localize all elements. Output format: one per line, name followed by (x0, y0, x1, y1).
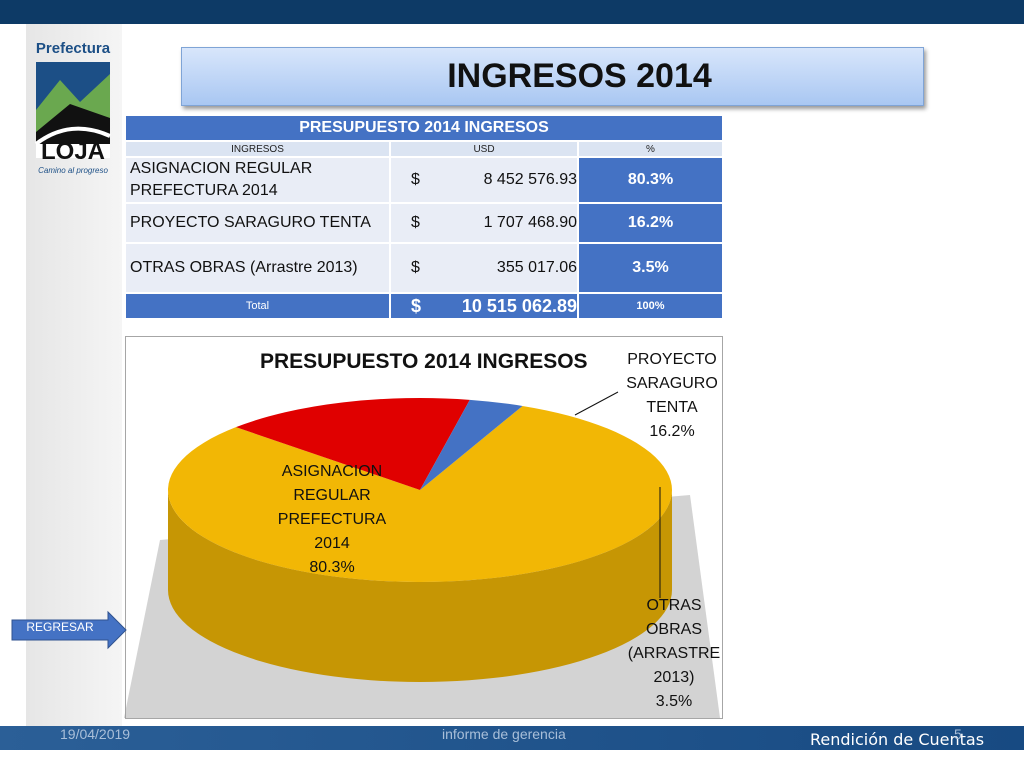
table-header-row: INGRESOS USD % (124, 140, 724, 158)
logo-mountain-icon (34, 62, 111, 158)
row-percent: 80.3% (577, 156, 724, 204)
slice-label-line: PROYECTO (627, 351, 717, 368)
row-percent: 16.2% (577, 202, 724, 244)
row-usd: $355 017.06 (389, 242, 579, 294)
footer-date: 19/04/2019 (60, 726, 131, 742)
slice-label-line: PREFECTURA (277, 511, 387, 528)
slice-label-line: REGULAR (293, 487, 371, 504)
footer-bar: 19/04/2019 informe de gerencia Rendición… (0, 726, 1024, 768)
currency-symbol: $ (411, 295, 422, 316)
slice-label-otras-obras: OTRAS OBRAS (ARRASTRE 2013) 3.5% (614, 594, 734, 714)
currency-symbol: $ (411, 171, 420, 188)
logo-word: Prefectura (35, 40, 111, 57)
logo-name: LOJA (40, 138, 105, 165)
row-label: OTRAS OBRAS (Arrastre 2013) (124, 242, 391, 294)
currency-symbol: $ (411, 214, 420, 231)
total-amount: 10 515 062.89 (461, 295, 577, 316)
prefectura-logo: Prefectura LOJA Camino al progreso (30, 40, 116, 180)
currency-symbol: $ (411, 259, 420, 276)
top-bar (0, 0, 1024, 24)
column-header: % (577, 140, 724, 158)
column-header: USD (389, 140, 579, 158)
row-label: ASIGNACION REGULAR PREFECTURA 2014 (124, 156, 391, 204)
table-title-row: PRESUPUESTO 2014 INGRESOS (124, 114, 724, 142)
slice-label-line: 16.2% (649, 423, 695, 440)
row-label: PROYECTO SARAGURO TENTA (124, 202, 391, 244)
table-title: PRESUPUESTO 2014 INGRESOS (124, 114, 724, 142)
arrow-right-icon (11, 610, 127, 650)
slice-label-line: OBRAS (645, 621, 702, 638)
slice-label-line: 2014 (314, 535, 350, 552)
slice-label-line: OTRAS (646, 597, 702, 614)
row-amount: 355 017.06 (496, 259, 577, 276)
table-row: PROYECTO SARAGURO TENTA $1 707 468.90 16… (124, 202, 724, 244)
slice-label-line: SARAGURO (626, 375, 718, 392)
total-usd: $10 515 062.89 (389, 292, 579, 320)
total-label: Total (124, 292, 391, 320)
slice-label-line: 2013) (653, 669, 695, 686)
logo-tagline: Camino al progreso (38, 166, 108, 175)
chart-title: PRESUPUESTO 2014 INGRESOS (260, 350, 588, 373)
page-title: INGRESOS 2014 (447, 57, 712, 95)
slice-label-line: TENTA (646, 399, 698, 416)
table-row: ASIGNACION REGULAR PREFECTURA 2014 $8 45… (124, 156, 724, 204)
slice-label-line: 80.3% (309, 559, 355, 576)
row-amount: 8 452 576.93 (483, 171, 577, 188)
footer-center: informe de gerencia (442, 726, 566, 742)
regresar-button[interactable]: REGRESAR (10, 610, 128, 650)
table-row: OTRAS OBRAS (Arrastre 2013) $355 017.06 … (124, 242, 724, 294)
budget-table: PRESUPUESTO 2014 INGRESOS INGRESOS USD %… (124, 114, 724, 320)
footer-page-number: 5 (954, 726, 962, 742)
slice-label-line: ASIGNACION (281, 463, 383, 480)
slice-label-asignacion: ASIGNACION REGULAR PREFECTURA 2014 80.3% (266, 460, 398, 580)
row-amount: 1 707 468.90 (483, 214, 577, 231)
total-percent: 100% (577, 292, 724, 320)
title-box: INGRESOS 2014 (181, 47, 924, 106)
slice-label-saraguro: PROYECTO SARAGURO TENTA 16.2% (612, 348, 732, 444)
footer-brand: Rendición de Cuentas 2014 (810, 730, 985, 768)
slice-label-line: (ARRASTRE (627, 645, 721, 662)
table-total-row: Total $10 515 062.89 100% (124, 292, 724, 320)
slice-label-line: 3.5% (655, 693, 693, 710)
row-usd: $1 707 468.90 (389, 202, 579, 244)
row-percent: 3.5% (577, 242, 724, 294)
column-header: INGRESOS (124, 140, 391, 158)
regresar-label: REGRESAR (26, 620, 94, 634)
row-usd: $8 452 576.93 (389, 156, 579, 204)
